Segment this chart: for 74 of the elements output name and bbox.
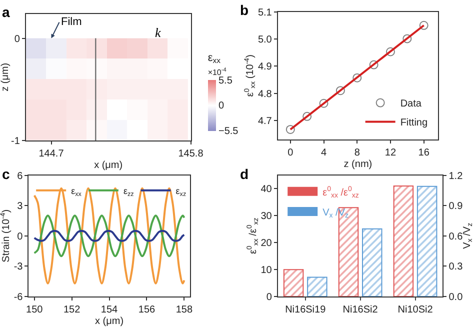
y2-tick-label: 0.6 [448,231,464,242]
x-tick-label: 0 [288,148,294,159]
x-axis-title: z (nm) [344,159,372,170]
color-bar-label: 0 [218,100,224,112]
y-tick-label: 4.7 [258,116,272,127]
x-tick-label: Ni16Si19 [285,304,326,316]
x-tick-label: 4 [320,148,327,159]
legend-label: ε$_{zz}$ [123,186,134,198]
bar [416,186,438,296]
y-tick-label: 4.9 [258,62,272,73]
chart-title: c [2,166,10,182]
y-tick-label: 0 [17,231,24,242]
chart-title: a [2,4,10,20]
legend-label: ε$_{xx}$ [71,186,82,198]
y-tick-label: 3 [17,201,24,212]
y2-tick-label: 0.3 [448,262,464,273]
x-axis-title: x (μm) [95,316,124,327]
point [336,86,345,96]
x-tick-label: Ni16Si2 [342,304,378,316]
x-tick-label: 152 [63,304,81,316]
y-tick-label: 0 [266,292,272,303]
point [386,47,395,56]
y-axis-title: z (μm) [0,62,11,92]
x-tick-label: Ni10Si2 [398,304,434,316]
x-axis-title: x (μm) [94,160,123,171]
color-bar-title: ε$_{xx}$ [208,52,221,66]
y-tick-label: 4.8 [258,88,272,100]
y2-tick-label: 0.9 [448,201,464,212]
y-tick-label: 30 [260,211,272,222]
y-tick-label: 40 [260,184,272,196]
bar [283,269,304,296]
legend-label: Data [400,98,422,110]
line-series [33,230,186,242]
point [302,112,312,121]
y-tick-label: 5.1 [258,7,272,18]
y-tick-label: -1 [11,136,20,147]
bar [307,276,328,296]
x-tick-label: 144.7 [38,148,64,160]
line-series [33,214,186,258]
point [319,98,328,108]
point [352,73,362,82]
bar [393,186,414,296]
y-tick-label: 6 [17,170,24,182]
annotation: k [155,25,161,40]
x-tick-label: 156 [138,304,156,316]
x-tick-label: 150 [26,304,44,316]
y-tick-label: 10 [260,265,272,276]
x-tick-label: 145.8 [178,148,204,160]
y-tick-label: -3 [14,262,24,273]
x-tick-label: 158 [176,304,193,316]
annotation: Film [61,16,82,28]
x-tick-label: 8 [354,148,360,159]
color-bar-label: −5.5 [218,126,239,137]
point [369,60,378,70]
x-tick-label: 16 [418,148,430,159]
chart-title: b [240,2,249,18]
y-tick-label: 0 [14,34,20,45]
y-tick-label: -6 [14,292,24,304]
color-bar-label: 5.5 [218,75,233,86]
y2-tick-label: 1.2 [448,170,464,182]
chart-title: d [240,166,249,182]
legend-label: Fitting [400,118,428,129]
x-tick-label: 12 [384,148,396,159]
y-tick-label: 20 [260,238,272,250]
bar [362,228,382,296]
y2-tick-label: 0.0 [448,292,464,304]
y-tick-label: 5.0 [258,34,272,46]
point [419,20,428,30]
legend-label: ε$_{xz}$ [176,186,186,198]
line-series [33,187,186,284]
point [402,34,412,44]
point [286,124,295,134]
x-tick-label: 154 [100,304,118,316]
text: ×10$^{-4}$ [208,68,226,78]
